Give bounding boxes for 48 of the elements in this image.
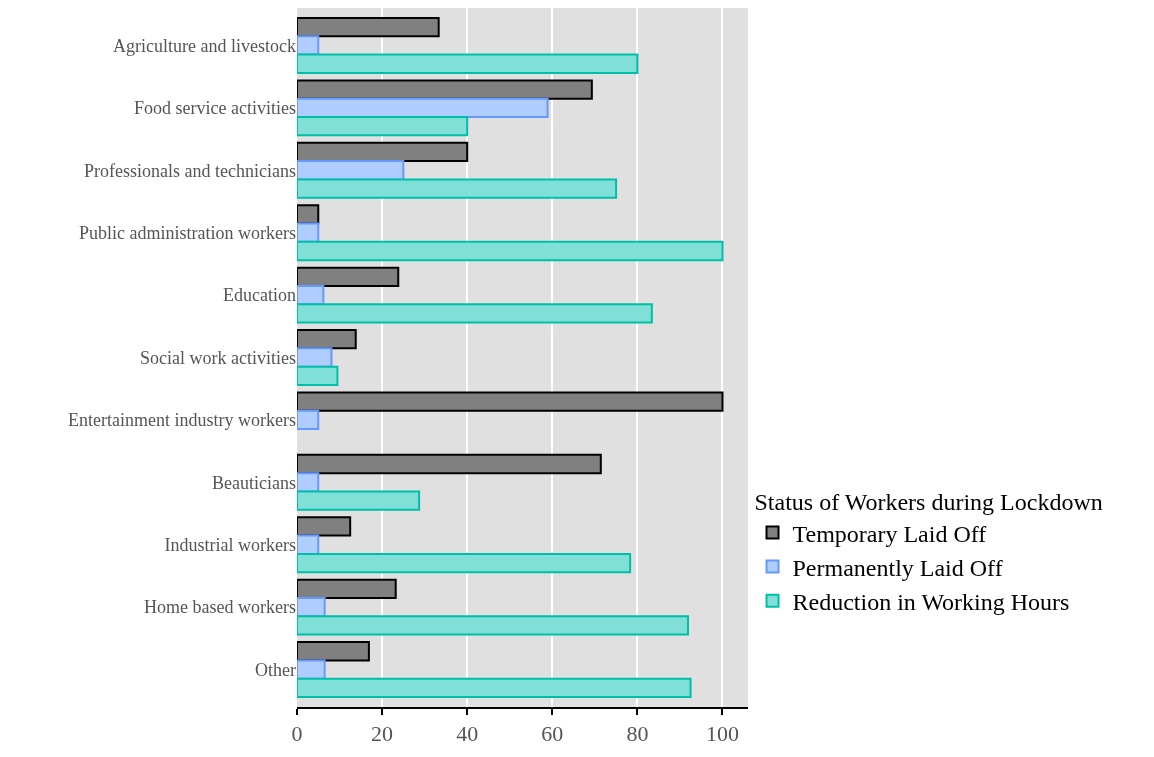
y-tick-label: Public administration workers xyxy=(79,222,296,243)
bar xyxy=(297,35,320,56)
bar xyxy=(297,303,653,324)
legend-label: Temporary Laid Off xyxy=(792,520,987,547)
bar xyxy=(297,178,618,199)
x-tick-label: 20 xyxy=(371,721,394,747)
y-tick-label: Home based workers xyxy=(144,597,296,618)
bar xyxy=(297,490,421,511)
bar xyxy=(297,391,724,412)
bar xyxy=(297,578,397,599)
bar xyxy=(297,116,469,137)
bar xyxy=(297,677,692,699)
bar xyxy=(297,516,352,537)
y-tick-label: Entertainment industry workers xyxy=(68,410,296,431)
legend-title: Status of Workers during Lockdown xyxy=(754,489,1103,516)
bar xyxy=(297,347,333,368)
y-tick-label: Food service activities xyxy=(134,98,296,119)
bar xyxy=(297,409,320,431)
bar xyxy=(297,204,320,225)
bar xyxy=(297,141,469,163)
bar xyxy=(297,552,632,574)
bar xyxy=(297,659,326,680)
bar xyxy=(297,16,440,38)
x-tick-label: 0 xyxy=(291,721,303,747)
legend-label: Reduction in Working Hours xyxy=(792,589,1070,616)
x-tick-label: 60 xyxy=(541,721,564,747)
y-tick-label: Industrial workers xyxy=(164,535,296,556)
y-tick-label: Agriculture and livestock xyxy=(113,35,296,56)
x-tick-label: 100 xyxy=(705,721,739,747)
bar xyxy=(297,97,549,119)
bar xyxy=(297,365,339,386)
x-tick-label: 40 xyxy=(456,721,479,747)
y-tick-label: Education xyxy=(223,285,296,306)
y-tick-label: Beauticians xyxy=(212,472,296,493)
bar xyxy=(297,79,593,100)
bar xyxy=(297,266,400,287)
bar xyxy=(297,596,326,618)
bar xyxy=(297,329,357,350)
y-tick-label: Other xyxy=(255,659,296,680)
x-tick-label: 80 xyxy=(626,721,649,747)
bar xyxy=(297,453,602,475)
legend-label: Permanently Laid Off xyxy=(792,554,1003,581)
bar xyxy=(297,615,690,636)
bar xyxy=(297,641,370,662)
bar xyxy=(297,240,724,262)
bar xyxy=(297,53,639,74)
y-tick-label: Social work activities xyxy=(140,347,296,368)
y-tick-label: Professionals and technicians xyxy=(84,160,296,181)
